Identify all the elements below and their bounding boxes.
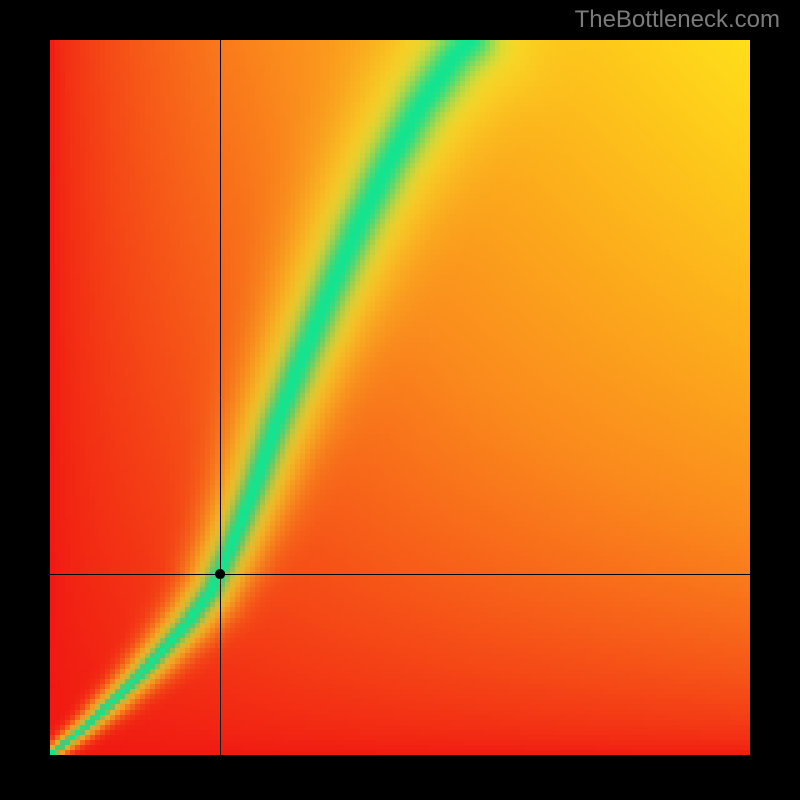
chart-container: TheBottleneck.com (0, 0, 800, 800)
plot-area (50, 40, 750, 755)
heatmap-canvas (50, 40, 750, 755)
watermark-text: TheBottleneck.com (575, 6, 780, 34)
